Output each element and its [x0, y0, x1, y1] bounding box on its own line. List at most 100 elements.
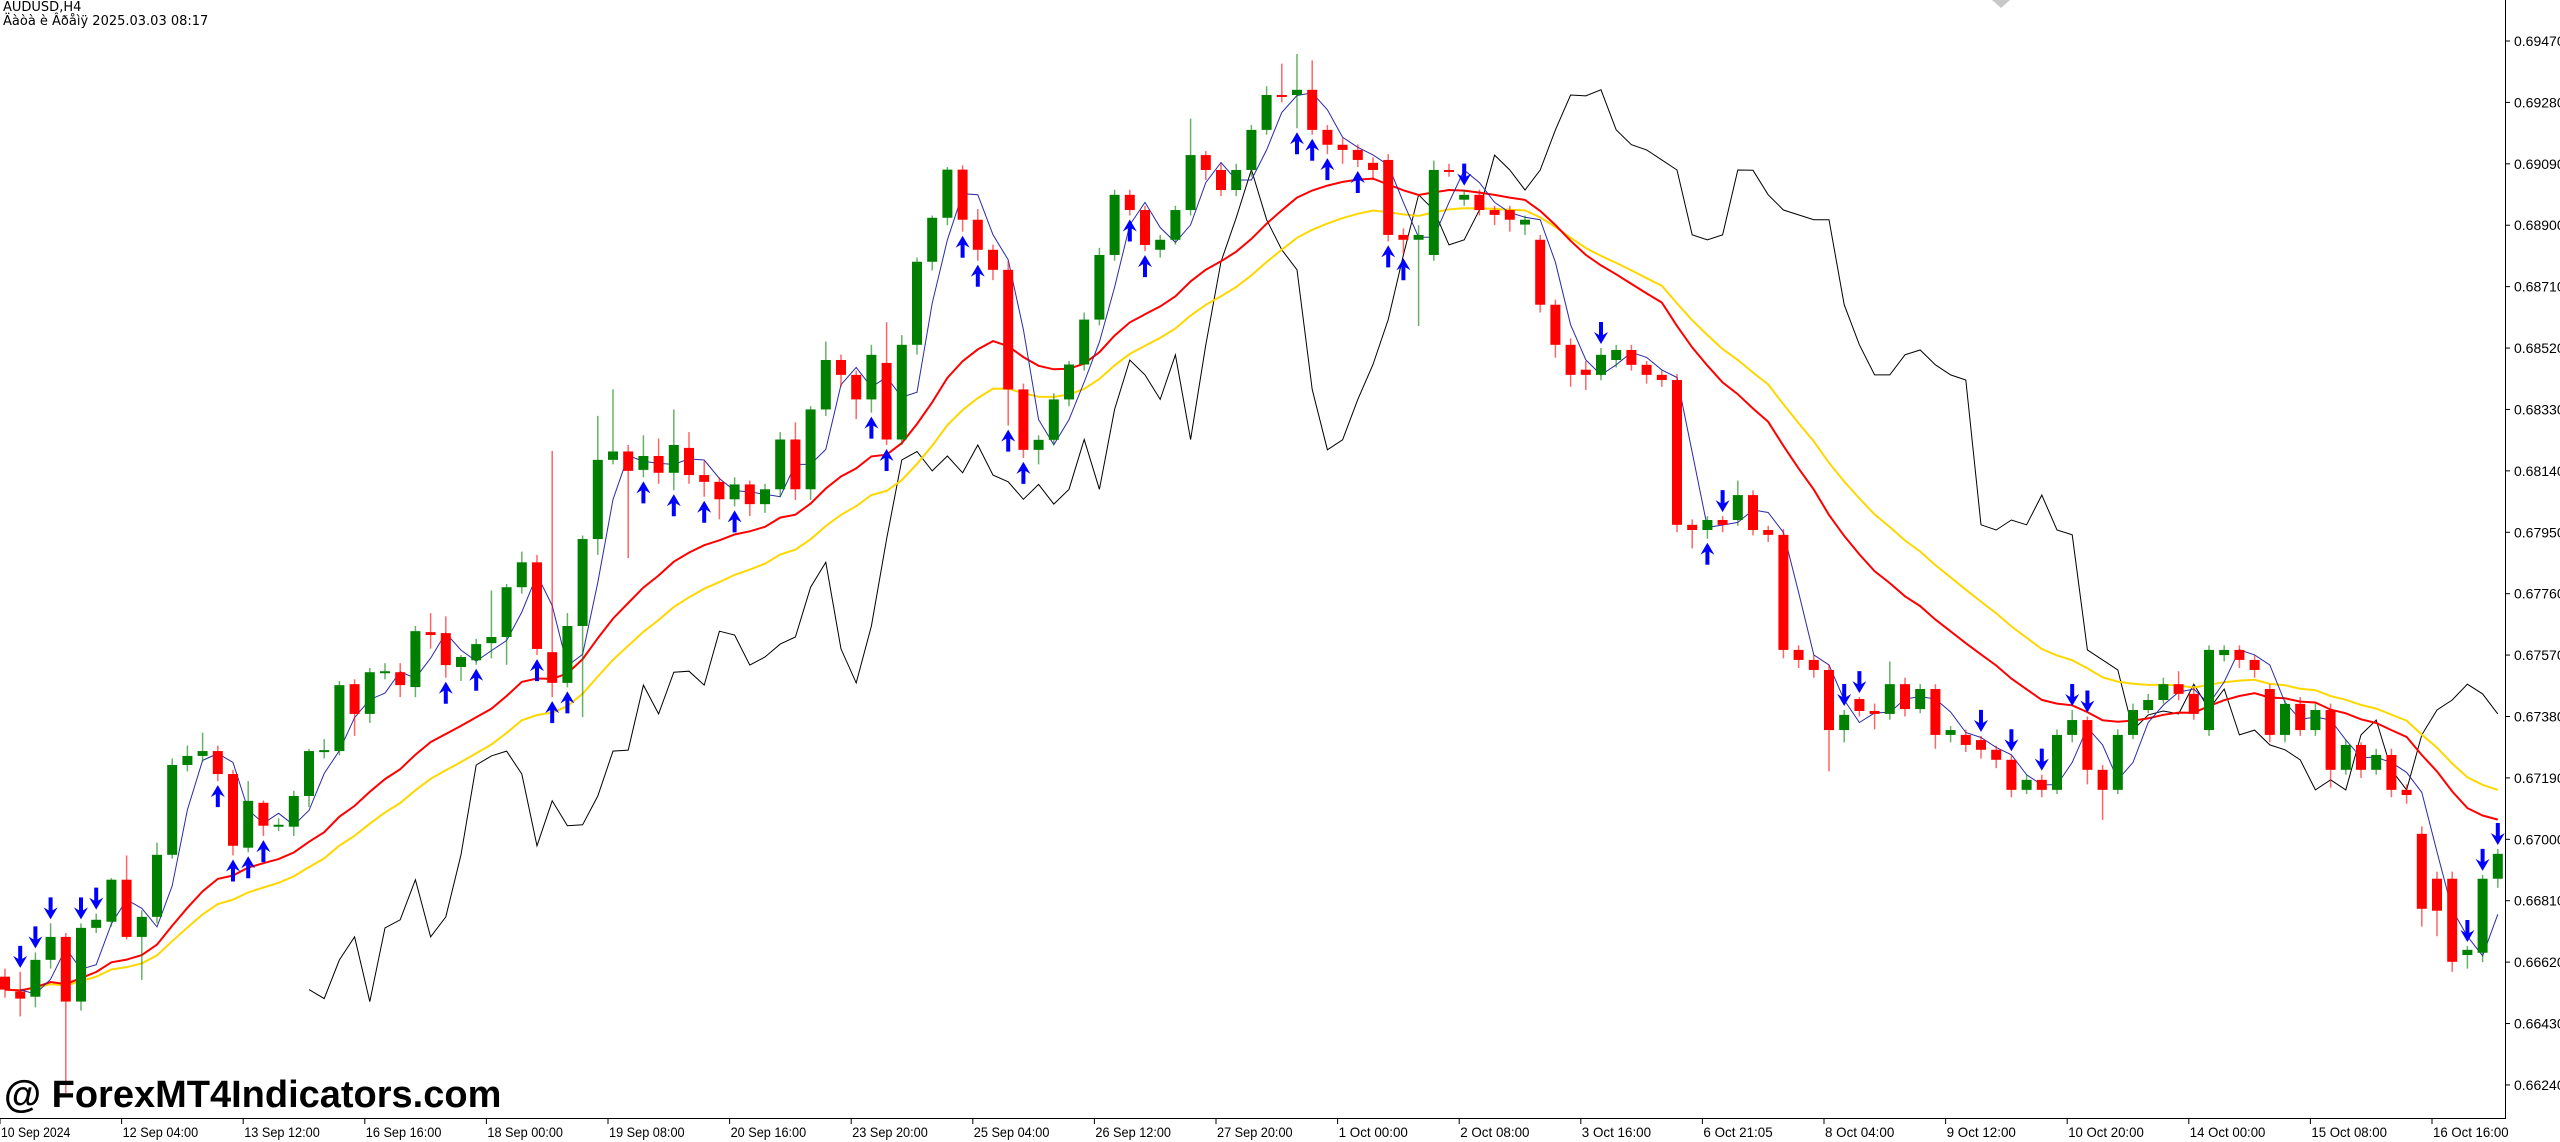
bull-candle-body [167, 764, 178, 855]
candle [836, 354, 846, 387]
candle [760, 483, 770, 513]
bull-candle-body [2158, 684, 2169, 701]
arrow-down-icon [74, 897, 88, 920]
bull-candle-body [729, 484, 740, 500]
time-tick-label: 9 Oct 12:00 [1947, 1124, 2016, 1140]
candle [243, 781, 254, 853]
bull-candle-body [1094, 254, 1105, 320]
candle [729, 477, 740, 507]
candle [2021, 774, 2032, 795]
bull-candle-body [2067, 720, 2078, 735]
candle [2188, 687, 2199, 720]
candle [1079, 312, 1090, 371]
candle [1018, 383, 1029, 458]
candle [212, 745, 223, 782]
candle [1292, 53, 1302, 129]
bull-candle-body [912, 261, 922, 345]
arrow-up-icon [1381, 245, 1396, 268]
arrow-up-icon [970, 264, 985, 287]
candle [957, 165, 968, 232]
candle [2158, 677, 2169, 704]
time-tick-label: 12 Sep 04:00 [123, 1124, 199, 1140]
candle [501, 583, 512, 665]
arrow-up-icon [438, 681, 453, 704]
one-click-trading-toggle-icon[interactable] [1992, 0, 2010, 8]
bull-candle-body [2310, 710, 2321, 731]
price-axis[interactable]: 0.69470 0.69280 0.69090 0.68900 0.68710 0.685… [2505, 33, 2560, 1093]
bear-candle-body [2234, 649, 2245, 660]
candle [1732, 480, 1743, 526]
bear-candle-body [2401, 789, 2412, 796]
candle [1489, 205, 1500, 226]
candle [851, 370, 862, 420]
candle [2325, 703, 2336, 788]
bull-candle-body [1413, 234, 1424, 240]
bear-candle-body [2036, 779, 2047, 790]
candle [182, 745, 193, 772]
time-tick-label: 3 Oct 16:00 [1582, 1124, 1651, 1140]
candle [1383, 154, 1394, 242]
bull-candle-body [1155, 239, 1166, 250]
candle [167, 758, 178, 859]
candle [1869, 703, 1880, 730]
price-tick-label: 0.69280 [2514, 94, 2560, 110]
candle [1991, 745, 2002, 769]
time-tick-label: 10 Oct 20:00 [2068, 1124, 2144, 1140]
candle [410, 625, 421, 698]
bull-candle-body [2021, 779, 2032, 790]
candle [1033, 435, 1044, 465]
candle [592, 415, 603, 555]
candle [2447, 871, 2458, 972]
bear-candle-body [547, 652, 558, 683]
time-axis[interactable]: 10 Sep 2024 12 Sep 04:00 13 Sep 12:00 16 Se… [0, 1118, 2509, 1140]
candle [668, 409, 679, 491]
candle [1155, 234, 1166, 258]
bull-candle-body [2462, 949, 2473, 956]
price-tick-label: 0.68140 [2514, 463, 2560, 479]
candle [1276, 63, 1287, 103]
candle [319, 739, 330, 759]
time-tick-label: 8 Oct 04:00 [1825, 1124, 1894, 1140]
slow-moving-average [4, 207, 2499, 992]
candle [2492, 849, 2503, 888]
bull-candle-body [638, 455, 649, 470]
bull-candle-body [2280, 703, 2290, 735]
price-tick-label: 0.67950 [2514, 524, 2560, 540]
bear-candle-body [790, 439, 801, 490]
bear-candle-body [2386, 754, 2397, 790]
candle [228, 769, 238, 856]
price-tick-label: 0.66430 [2514, 1016, 2560, 1032]
candle [456, 655, 466, 681]
bear-candle-body [2264, 689, 2275, 735]
candle [1596, 348, 1606, 381]
bull-candle-body [273, 824, 284, 827]
candle [547, 450, 558, 698]
candle [1793, 645, 1804, 669]
bear-candle-body [1991, 749, 2002, 760]
price-tick-label: 0.66810 [2514, 893, 2560, 909]
candle [1307, 60, 1318, 135]
bull-candle-body [2219, 649, 2230, 656]
candle [425, 613, 436, 649]
arrow-up-icon [1320, 158, 1335, 181]
bull-candle-body [1915, 689, 1926, 710]
bear-candle-body [1824, 669, 1834, 731]
candle [1854, 697, 1865, 717]
candle [927, 215, 938, 271]
candle [1170, 205, 1181, 245]
candle [1459, 189, 1470, 206]
bear-candle-body [2295, 703, 2306, 731]
candle [1763, 525, 1774, 542]
arrow-up-icon [210, 785, 225, 808]
bear-candle-body [1717, 519, 1728, 525]
arrow-up-icon [530, 659, 544, 682]
arrow-down-icon [1852, 671, 1867, 694]
candle [2112, 729, 2123, 795]
candle [2052, 729, 2062, 795]
bull-candle-body [486, 636, 497, 644]
time-tick-label: 16 Oct 16:00 [2433, 1124, 2509, 1140]
bull-candle-body [1048, 399, 1059, 440]
bear-candle-body [1976, 740, 1986, 750]
bear-candle-body [684, 447, 694, 476]
